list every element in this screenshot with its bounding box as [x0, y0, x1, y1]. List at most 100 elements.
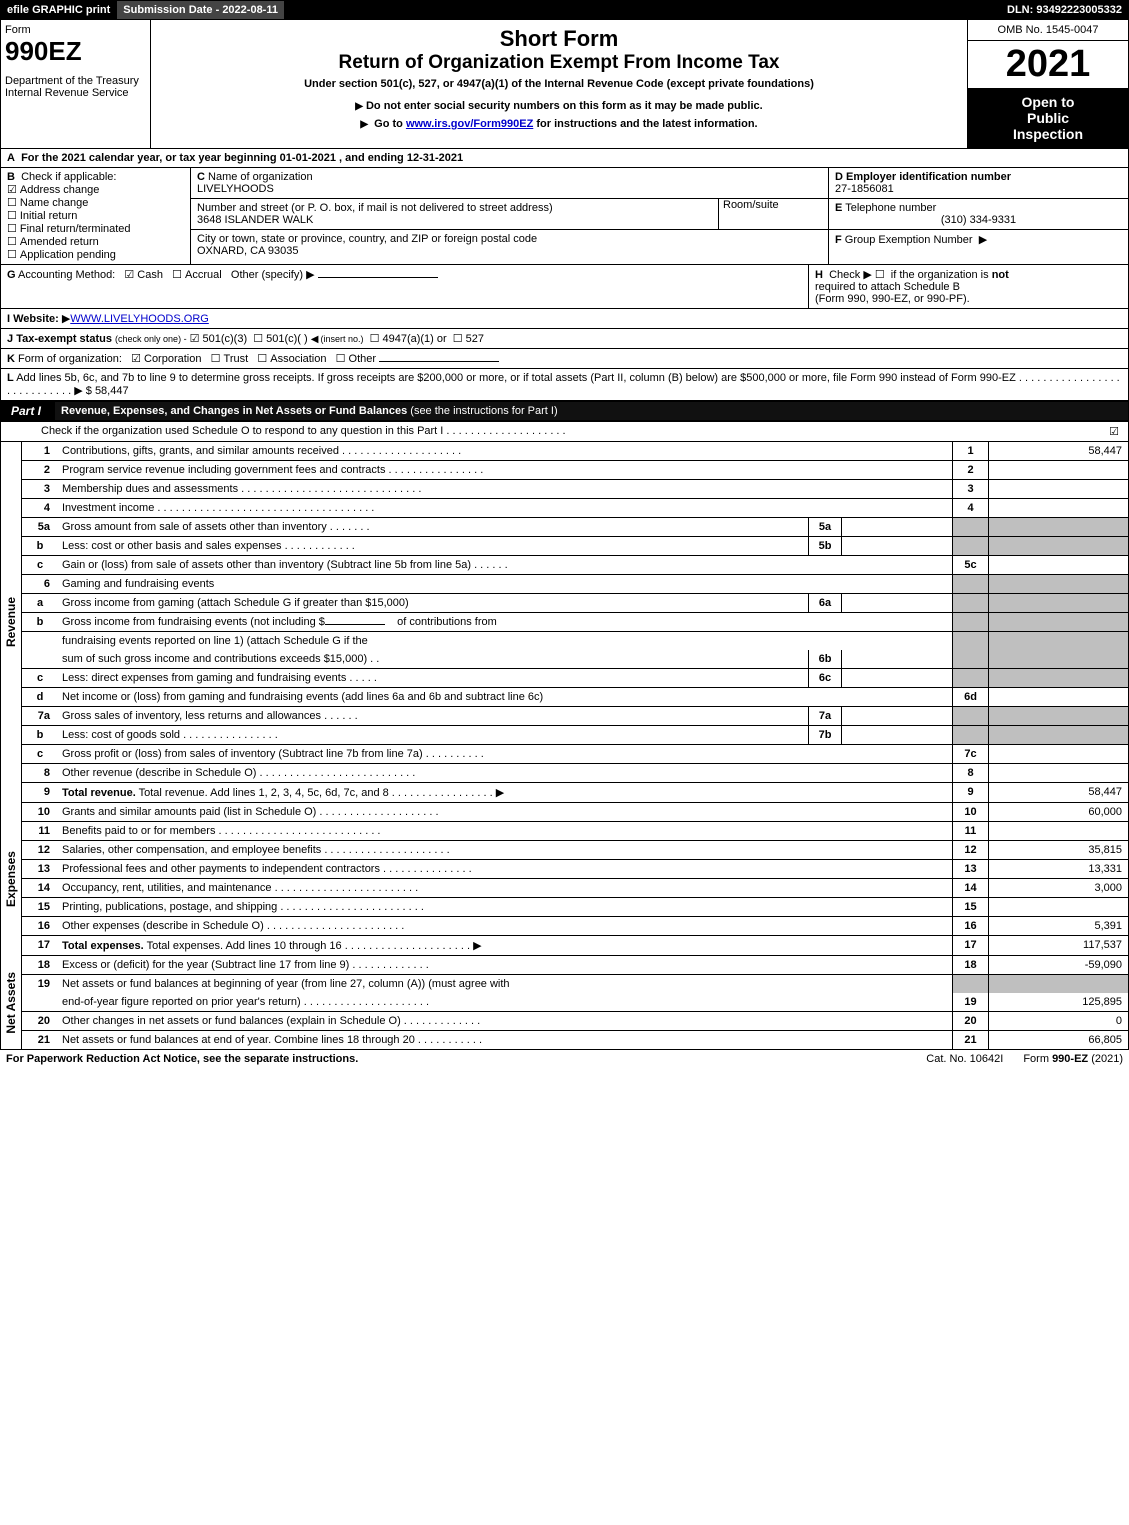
revenue-block: Revenue 1Contributions, gifts, grants, a…: [1, 442, 1128, 803]
section-a-tax-year: A For the 2021 calendar year, or tax yea…: [1, 149, 1128, 168]
j-note: (check only one) -: [115, 334, 187, 344]
inspect-1: Open to: [972, 94, 1124, 110]
check-corporation[interactable]: [131, 353, 144, 365]
dept-treasury: Department of the Treasury: [5, 75, 146, 87]
line-1: 1Contributions, gifts, grants, and simil…: [22, 442, 1128, 461]
check-name-change[interactable]: Name change: [7, 196, 184, 209]
line-6b-1: bGross income from fundraising events (n…: [22, 613, 1128, 632]
line-6b-2: fundraising events reported on line 1) (…: [22, 632, 1128, 650]
c-city-row: City or town, state or province, country…: [191, 230, 828, 260]
j-label: Tax-exempt status: [16, 333, 112, 345]
expenses-side-label: Expenses: [1, 803, 21, 956]
room-label: Room/suite: [723, 199, 779, 211]
other-org-input[interactable]: [379, 361, 499, 362]
section-e: E Telephone number (310) 334-9331: [829, 199, 1128, 230]
section-b: B Check if applicable: Address change Na…: [1, 168, 191, 264]
section-k: K Form of organization: Corporation Trus…: [1, 349, 1128, 369]
short-form-title: Short Form: [157, 26, 961, 52]
part-i-title: Revenue, Expenses, and Changes in Net As…: [55, 402, 1128, 420]
dln-value: 93492223005332: [1036, 4, 1122, 16]
goto-pre: Go to: [374, 118, 406, 130]
check-application-pending[interactable]: Application pending: [7, 248, 184, 261]
section-g-h: G Accounting Method: Cash Accrual Other …: [1, 265, 1128, 309]
line-8: 8Other revenue (describe in Schedule O) …: [22, 764, 1128, 783]
goto-post: for instructions and the latest informat…: [533, 118, 757, 130]
line-7a: 7aGross sales of inventory, less returns…: [22, 707, 1128, 726]
section-g: G Accounting Method: Cash Accrual Other …: [7, 268, 808, 305]
part-i-tag: Part I: [1, 401, 55, 421]
i-label: Website:: [13, 313, 59, 325]
expenses-block: Expenses 10Grants and similar amounts pa…: [1, 803, 1128, 956]
check-trust[interactable]: [211, 353, 224, 365]
line-21: 21Net assets or fund balances at end of …: [22, 1031, 1128, 1049]
check-schedule-b[interactable]: [875, 269, 888, 281]
ssn-warning: Do not enter social security numbers on …: [157, 100, 961, 112]
a-text: For the 2021 calendar year, or tax year …: [21, 152, 463, 164]
section-j: J Tax-exempt status (check only one) - 5…: [1, 329, 1128, 349]
check-4947a1[interactable]: [370, 333, 383, 345]
line-12: 12Salaries, other compensation, and empl…: [22, 841, 1128, 860]
city-value: OXNARD, CA 93035: [197, 245, 299, 257]
form-header: Form 990EZ Department of the Treasury In…: [1, 20, 1128, 149]
c-name-row: C Name of organization LIVELYHOODS: [191, 168, 828, 199]
topbar-spacer: [285, 1, 1001, 19]
org-name: LIVELYHOODS: [197, 183, 274, 195]
h-text3: required to attach Schedule B: [815, 281, 960, 293]
line-5c: cGain or (loss) from sale of assets othe…: [22, 556, 1128, 575]
efile-bar: efile GRAPHIC print Submission Date - 20…: [1, 1, 1128, 20]
tax-year: 2021: [968, 41, 1128, 88]
irs-label: Internal Revenue Service: [5, 87, 146, 99]
l-text: Add lines 5b, 6c, and 7b to line 9 to de…: [7, 372, 1120, 397]
website-link[interactable]: WWW.LIVELYHOODS.ORG: [70, 313, 209, 325]
g-label: Accounting Method:: [18, 269, 115, 281]
street-value: 3648 ISLANDER WALK: [197, 214, 313, 226]
check-501c[interactable]: [253, 333, 266, 345]
line-18: 18Excess or (deficit) for the year (Subt…: [22, 956, 1128, 975]
f-label: Group Exemption Number: [845, 234, 973, 246]
line-4: 4Investment income . . . . . . . . . . .…: [22, 499, 1128, 518]
city-label: City or town, state or province, country…: [197, 233, 537, 245]
h-text4: (Form 990, 990-EZ, or 990-PF).: [815, 293, 970, 305]
h-text2: if the organization is: [891, 269, 989, 281]
submission-date: Submission Date - 2022-08-11: [117, 1, 285, 19]
efile-graphic-print[interactable]: efile GRAPHIC print: [1, 1, 117, 19]
check-501c3[interactable]: [190, 333, 203, 345]
e-label: Telephone number: [845, 202, 936, 214]
section-h: H Check ▶ if the organization is not req…: [808, 265, 1128, 308]
other-specify-input[interactable]: [318, 277, 438, 278]
form-word: Form: [5, 24, 146, 36]
line-6a: aGross income from gaming (attach Schedu…: [22, 594, 1128, 613]
check-schedule-o-part1[interactable]: [1109, 426, 1122, 438]
check-527[interactable]: [453, 333, 466, 345]
dln: DLN: 93492223005332: [1001, 1, 1128, 19]
dln-label: DLN:: [1007, 4, 1033, 16]
check-amended-return[interactable]: Amended return: [7, 235, 184, 248]
check-association[interactable]: [257, 353, 270, 365]
check-final-return[interactable]: Final return/terminated: [7, 222, 184, 235]
line-19a: 19Net assets or fund balances at beginni…: [22, 975, 1128, 993]
goto-link[interactable]: www.irs.gov/Form990EZ: [406, 118, 533, 130]
form-990ez: efile GRAPHIC print Submission Date - 20…: [0, 0, 1129, 1050]
form-ref: Form 990-EZ (2021): [1023, 1053, 1123, 1065]
under-section: Under section 501(c), 527, or 4947(a)(1)…: [157, 78, 961, 90]
check-other-org[interactable]: [336, 353, 349, 365]
cat-no: Cat. No. 10642I: [906, 1053, 1023, 1065]
line-6: 6Gaming and fundraising events: [22, 575, 1128, 594]
net-assets-side-label: Net Assets: [1, 956, 21, 1049]
line-7c: cGross profit or (loss) from sales of in…: [22, 745, 1128, 764]
header-right: OMB No. 1545-0047 2021 Open to Public In…: [968, 20, 1128, 148]
check-initial-return[interactable]: Initial return: [7, 209, 184, 222]
b-label: Check if applicable:: [21, 171, 116, 183]
goto-line: Go to www.irs.gov/Form990EZ for instruct…: [157, 118, 961, 130]
check-cash[interactable]: [124, 269, 137, 281]
paperwork-notice: For Paperwork Reduction Act Notice, see …: [6, 1053, 906, 1065]
section-c: C Name of organization LIVELYHOODS Numbe…: [191, 168, 828, 264]
street-label: Number and street (or P. O. box, if mail…: [197, 202, 553, 214]
section-b-through-f: B Check if applicable: Address change Na…: [1, 168, 1128, 265]
line-20: 20Other changes in net assets or fund ba…: [22, 1012, 1128, 1031]
gross-receipts: 58,447: [95, 385, 129, 397]
fundraising-amount-input[interactable]: [325, 624, 385, 625]
check-accrual[interactable]: [172, 269, 185, 281]
check-address-change[interactable]: Address change: [7, 183, 184, 196]
omb-number: OMB No. 1545-0047: [968, 20, 1128, 41]
